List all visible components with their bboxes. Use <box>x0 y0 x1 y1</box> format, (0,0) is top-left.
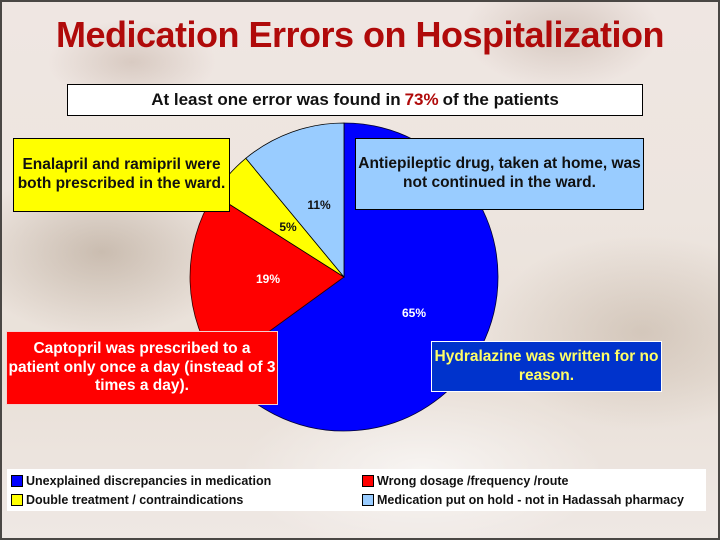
legend-label: Double treatment / contraindications <box>26 492 244 507</box>
pie-label-wrong-dosage: 19% <box>255 272 281 286</box>
legend-swatch-blue-icon <box>11 474 23 487</box>
callout-wrong-dosage: Captopril was prescribed to a patient on… <box>6 331 278 405</box>
pie-label-unexplained: 65% <box>401 306 427 320</box>
callout-on-hold-text: Antiepileptic drug, taken at home, was n… <box>358 155 641 191</box>
subtitle-suffix: of the patients <box>442 90 559 109</box>
legend-label: Medication put on hold - not in Hadassah… <box>377 492 684 507</box>
pie-label-on-hold: 11% <box>307 198 331 212</box>
subtitle-prefix: At least one error was found in <box>151 90 401 109</box>
callout-unexplained-text: Hydralazine was written for no reason. <box>434 347 659 384</box>
legend-swatch-light-blue-icon <box>362 493 374 506</box>
legend-label: Unexplained discrepancies in medication <box>26 473 272 488</box>
callout-double-treatment-text: Enalapril and ramipril were both prescri… <box>17 156 226 192</box>
subtitle-highlight-percent: 73% <box>404 90 439 109</box>
callout-unexplained: Hydralazine was written for no reason. <box>431 341 662 392</box>
callout-double-treatment: Enalapril and ramipril were both prescri… <box>13 138 230 212</box>
legend-swatch-yellow-icon <box>11 493 23 506</box>
subtitle-box: At least one error was found in 73% of t… <box>67 84 643 116</box>
pie-slice-on-hold <box>245 122 345 279</box>
legend-item-on-hold: Medication put on hold - not in Hadassah… <box>362 490 702 509</box>
callout-on-hold: Antiepileptic drug, taken at home, was n… <box>355 138 644 210</box>
legend-swatch-red-icon <box>362 474 374 487</box>
callout-wrong-dosage-text: Captopril was prescribed to a patient on… <box>8 340 276 395</box>
legend-item-double-treatment: Double treatment / contraindications <box>11 490 362 509</box>
slide-title: Medication Errors on Hospitalization <box>55 14 665 55</box>
legend-item-unexplained: Unexplained discrepancies in medication <box>11 471 362 490</box>
chart-legend: Unexplained discrepancies in medication … <box>7 469 706 511</box>
legend-item-wrong-dosage: Wrong dosage /frequency /route <box>362 471 702 490</box>
legend-label: Wrong dosage /frequency /route <box>377 473 569 488</box>
pie-label-double-treatment: 5% <box>279 220 297 234</box>
